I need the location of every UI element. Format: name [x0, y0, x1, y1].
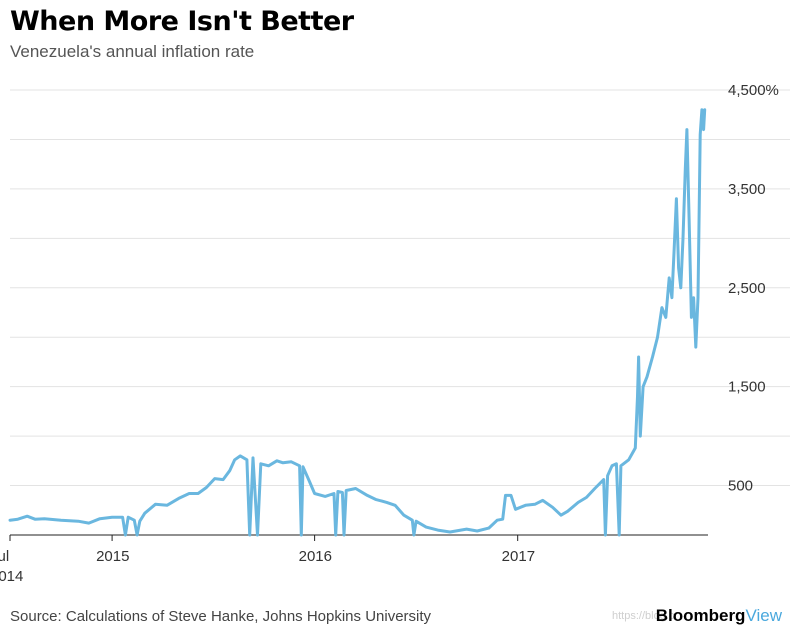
inflation-line-chart: 500 1,500 2,500 3,500 4,500% Jul 2014 2015 2016 2… [0, 82, 790, 585]
x-tick-label: Jul [0, 548, 9, 565]
chart-title: When More Isn't Better [10, 6, 354, 37]
brand-accent: View [745, 606, 782, 625]
x-tick-label: 2017 [502, 548, 535, 565]
source-note: Source: Calculations of Steve Hanke, Joh… [10, 608, 432, 625]
watermark-text: https://blog.c [612, 610, 675, 622]
chart-area: 500 1,500 2,500 3,500 4,500% Jul 2014 2015 2016 2… [0, 70, 800, 590]
chart-subtitle: Venezuela's annual inflation rate [10, 42, 255, 61]
y-tick-label: 3,500 [728, 181, 766, 198]
y-tick-label: 1,500 [728, 379, 766, 396]
y-tick-label: 2,500 [728, 280, 766, 297]
y-tick-label: 500 [728, 478, 753, 495]
brand-main: Bloomberg [655, 606, 746, 625]
inflation-series-line [8, 108, 707, 537]
x-tick-label: 2015 [96, 548, 129, 565]
x-tick-label: 2016 [299, 548, 332, 565]
x-tick-label-year: 2014 [0, 568, 23, 585]
bloomberg-view-logo: BloombergView [656, 606, 782, 626]
y-tick-label: 4,500% [728, 82, 779, 99]
